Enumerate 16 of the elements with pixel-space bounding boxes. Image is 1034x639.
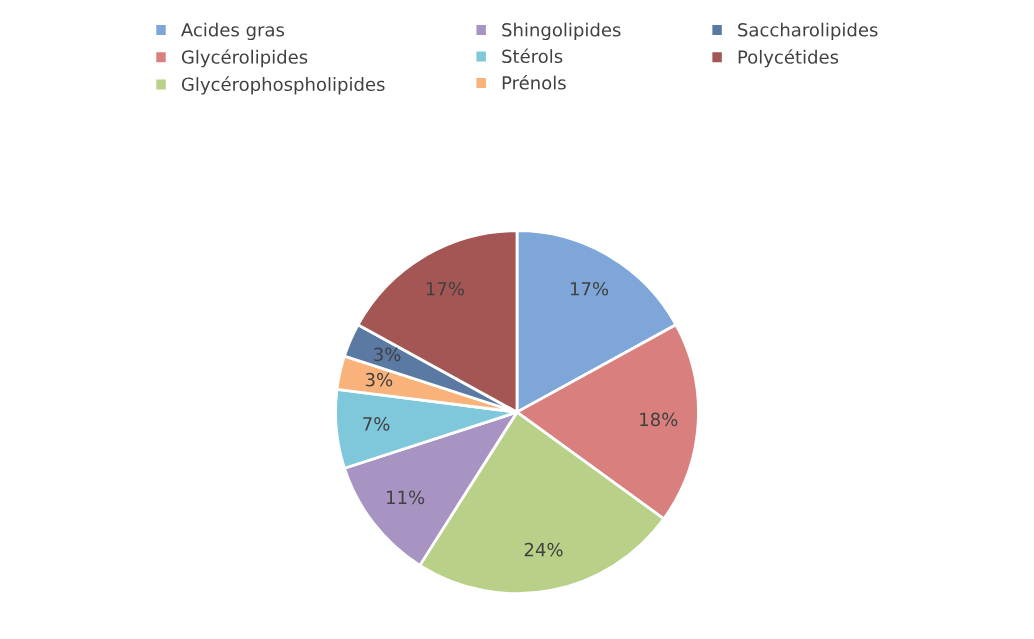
data-label: 18% [640,412,678,427]
legend-label: Prénols [502,74,566,90]
legend-label: Shingolipides [502,22,621,41]
data-label: 17% [426,281,465,296]
data-label: 11% [387,490,425,505]
legend-label: Stérols [502,48,563,64]
legend-label: Acides gras [181,22,285,41]
data-label: 7% [363,417,390,431]
legend-label: Glycérolipides [181,49,308,68]
data-label: 17% [570,281,609,296]
legend-label: Polycétides [738,49,839,68]
legend-label: Glycérophospholipides [181,76,385,95]
data-label: 24% [524,542,563,557]
legend-label: Saccharolipides [738,22,878,41]
data-label: 3% [374,347,401,362]
data-label: 3% [365,372,393,387]
